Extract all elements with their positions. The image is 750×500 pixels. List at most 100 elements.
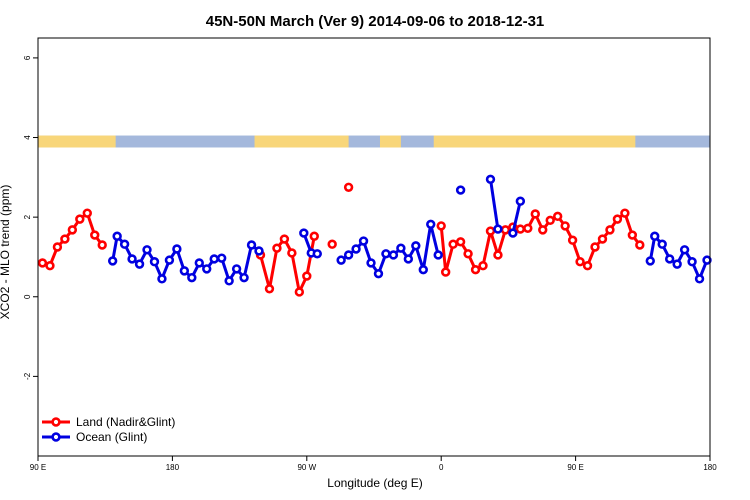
series-0-point <box>37 258 48 268</box>
series-1-point <box>515 196 526 206</box>
series-0-point <box>448 239 458 249</box>
series-1-point <box>687 257 697 267</box>
series-0-point <box>302 271 312 281</box>
axes: 90 E 180 90 W 0 90 E 180 -2 0 2 4 6 <box>23 37 717 472</box>
series-0-point <box>478 261 488 271</box>
series-0-point <box>455 237 466 247</box>
series-1-point <box>336 255 346 265</box>
series-0-point <box>500 225 511 235</box>
series-0-point <box>620 208 630 218</box>
legend-entry-1: Ocean (Glint) <box>42 430 147 444</box>
series-1-point <box>403 254 414 264</box>
series-0-point <box>294 287 305 297</box>
map-strip <box>38 135 710 148</box>
legend-label: Ocean (Glint) <box>76 430 147 444</box>
series-0-point <box>530 209 540 219</box>
series-1-point <box>645 256 655 266</box>
series-1-point <box>112 231 122 241</box>
series-1-point <box>388 250 399 260</box>
legend-swatch-point <box>51 417 61 427</box>
legend-swatch-point <box>51 432 61 442</box>
series-1-point <box>702 255 712 265</box>
series-1-point <box>396 243 406 253</box>
series-1-point <box>127 254 137 264</box>
series-0-point <box>327 239 337 249</box>
series-1-point <box>351 244 361 254</box>
series-0-point <box>60 234 70 244</box>
series-0-point <box>635 240 645 250</box>
y-axis-label: XCO2 - MLO trend (ppm) <box>0 185 12 320</box>
series-layer <box>37 174 712 297</box>
x-axis-label: Longitude (deg E) <box>327 476 422 490</box>
series-1-point <box>142 245 152 255</box>
x-tick-label: 0 <box>439 463 444 472</box>
series-1-point <box>485 174 496 185</box>
series-0-point <box>436 221 446 231</box>
series-0-point <box>538 225 548 235</box>
series-0-point <box>567 235 578 245</box>
series-1-point <box>679 245 690 255</box>
map-ocean-band <box>38 135 710 148</box>
x-tick-label: 180 <box>166 463 180 472</box>
y-tick-label: -2 <box>23 372 32 380</box>
series-1-line-5 <box>511 200 522 234</box>
series-1-point <box>366 258 376 268</box>
series-1-point <box>172 244 182 254</box>
x-tick-label: 90 E <box>567 463 583 472</box>
map-land-patch-1 <box>254 135 349 148</box>
map-land-patch-0 <box>38 135 116 148</box>
series-0-point <box>597 234 608 244</box>
series-0-point <box>45 261 55 271</box>
x-tick-label: 90 E <box>30 463 46 472</box>
series-1-point <box>694 274 705 284</box>
series-1-point <box>216 253 227 263</box>
plot-frame <box>37 37 711 457</box>
series-0-point <box>523 223 533 233</box>
series-1-point <box>224 276 234 286</box>
series-1-point <box>373 268 384 279</box>
series-1-point <box>657 239 667 249</box>
series-1-point <box>433 250 443 260</box>
legend-entry-0: Land (Nadir&Glint) <box>42 415 175 429</box>
series-0-point <box>264 284 275 294</box>
series-1-point <box>157 274 167 284</box>
series-0-line-1 <box>259 236 316 294</box>
series-0-point <box>82 208 92 218</box>
series-0-point <box>560 221 570 231</box>
series-1-point <box>343 250 354 260</box>
series-0-point <box>463 249 473 259</box>
series-0-point <box>440 267 451 277</box>
series-0-point <box>90 230 100 240</box>
series-0-point <box>279 234 290 244</box>
x-tick-label: 90 W <box>297 463 316 472</box>
series-0-point <box>605 225 615 235</box>
series-0-point <box>75 214 85 224</box>
series-1-point <box>358 236 369 246</box>
series-1-point <box>254 246 264 256</box>
series-0-point <box>52 242 63 252</box>
map-land-patch-3 <box>433 135 636 148</box>
series-1-point <box>312 249 322 259</box>
series-1-point <box>202 264 212 274</box>
series-1-point <box>381 249 391 259</box>
series-0-point <box>470 264 481 275</box>
series-1-point <box>672 259 682 269</box>
map-land-patch-2 <box>379 135 401 148</box>
series-0-point <box>287 248 297 258</box>
series-1-point <box>411 241 421 251</box>
series-0-point <box>575 257 585 267</box>
series-0-point <box>67 225 78 235</box>
series-1-point <box>650 231 660 241</box>
series-0-point <box>309 231 319 241</box>
series-0-point <box>582 261 593 271</box>
series-0-point <box>485 226 496 236</box>
series-1-point <box>299 228 309 238</box>
series-0-point <box>343 182 354 192</box>
series-1-point <box>119 239 130 249</box>
series-1-point <box>194 258 204 268</box>
series-0-point <box>545 215 555 226</box>
series-0-point <box>515 224 526 234</box>
series-1-point <box>134 259 145 269</box>
series-1-point <box>508 228 518 238</box>
